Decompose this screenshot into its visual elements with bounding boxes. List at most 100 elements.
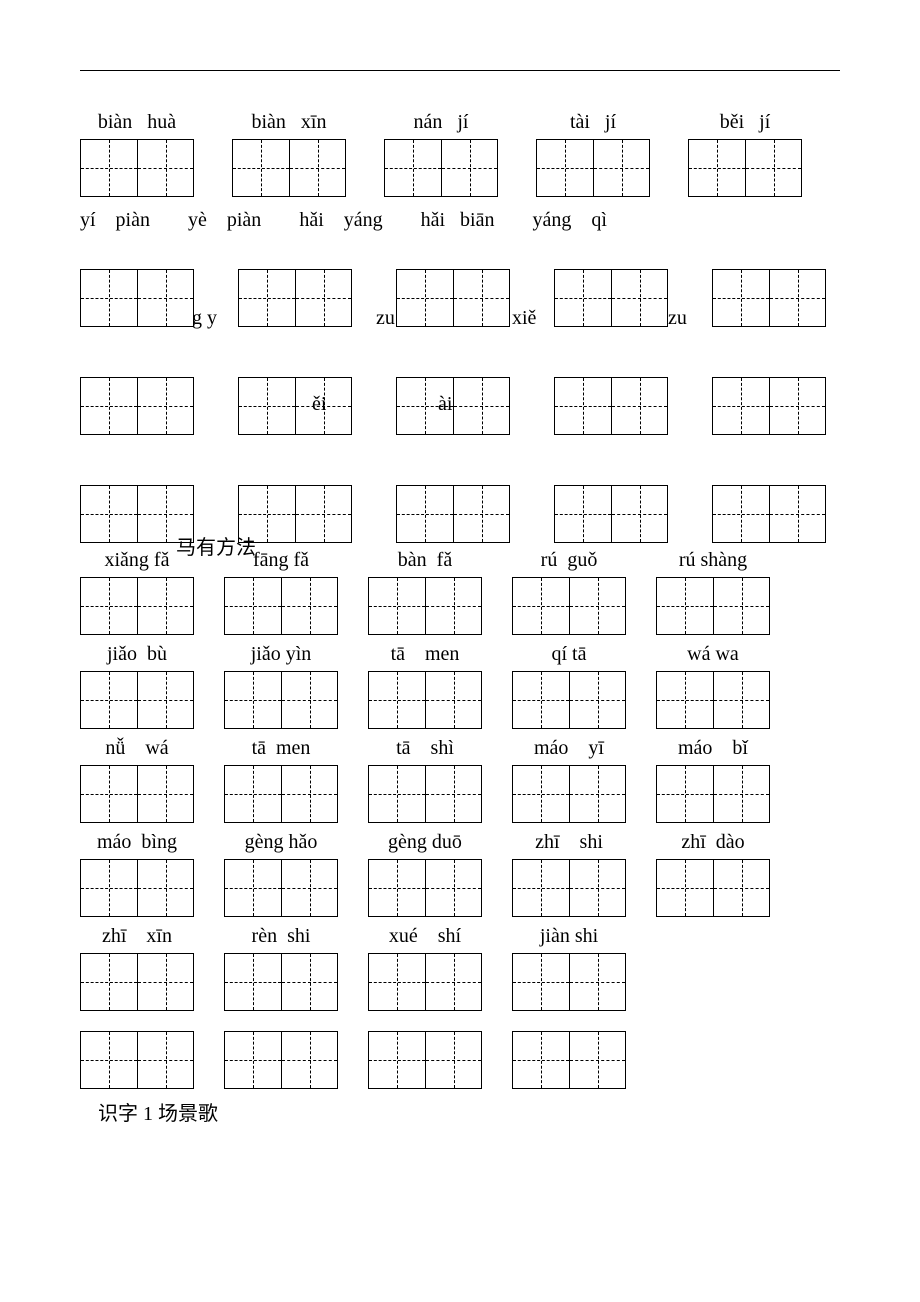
tian-box <box>238 377 352 435</box>
group: biàn huà <box>80 111 194 197</box>
tian-box <box>368 953 482 1011</box>
tian-box <box>656 577 770 635</box>
tian-box <box>554 377 668 435</box>
group: nán jí <box>384 111 498 197</box>
row-3: g y zu xiě zu <box>80 269 840 327</box>
pinyin: jiǎo yìn <box>251 643 312 667</box>
tian-box <box>368 765 482 823</box>
tian-box <box>512 671 626 729</box>
pinyin: zhī xīn <box>102 925 172 949</box>
tian-box <box>536 139 650 197</box>
pinyin: tài jí <box>570 111 616 135</box>
section-row: máo bìng gèng hǎo gèng duō zhī shi zhī d… <box>80 831 840 917</box>
tian-box <box>224 577 338 635</box>
pinyin: běi jí <box>720 111 771 135</box>
tian-box <box>396 269 510 327</box>
pinyin: tā shì <box>396 737 454 761</box>
pinyin: xué shí <box>389 925 461 949</box>
pinyin: máo bìng <box>97 831 177 855</box>
pinyin: xiǎng fǎ <box>105 549 170 573</box>
tian-box <box>80 377 194 435</box>
tian-box <box>396 377 510 435</box>
pinyin: biàn xīn <box>252 111 327 135</box>
tian-box <box>656 859 770 917</box>
fragment-text: zu <box>376 307 395 330</box>
row-2-pinyin: yí piàn yè piàn hǎi yáng hǎi biān yáng q… <box>80 205 840 233</box>
pinyin: nán jí <box>414 111 469 135</box>
group: biàn xīn <box>232 111 346 197</box>
tian-box <box>712 377 826 435</box>
tian-box <box>80 139 194 197</box>
tian-box <box>368 577 482 635</box>
top-rule <box>80 70 840 71</box>
tian-box <box>712 485 826 543</box>
group: tài jí <box>536 111 650 197</box>
pinyin: hǎi yáng <box>299 209 382 233</box>
tian-box <box>238 269 352 327</box>
tian-box <box>224 671 338 729</box>
tian-box <box>80 765 194 823</box>
tian-box <box>368 859 482 917</box>
fragment-text: zu <box>668 307 687 330</box>
tian-box <box>512 1031 626 1089</box>
tian-box <box>368 1031 482 1089</box>
tian-box <box>224 765 338 823</box>
section-row: zhī xīn rèn shi xué shí jiàn shi <box>80 925 840 1011</box>
pinyin: nǚ wá <box>105 737 168 761</box>
tian-box <box>80 577 194 635</box>
pinyin: biàn huà <box>98 111 176 135</box>
section-block: xiǎng fǎ fāng fǎ bàn fǎ rú guǒ rú shàng … <box>80 549 840 1089</box>
pinyin: qí tā <box>552 643 587 667</box>
tian-box <box>80 859 194 917</box>
pinyin: gèng hǎo <box>245 831 318 855</box>
tian-box <box>512 859 626 917</box>
pinyin: yí piàn <box>80 209 150 233</box>
tian-box <box>80 269 194 327</box>
fragment-text: ěi <box>312 393 326 416</box>
pinyin: zhī shi <box>535 831 603 855</box>
tian-box <box>80 671 194 729</box>
fragment-text: g y <box>192 307 217 330</box>
tian-box <box>224 859 338 917</box>
tian-box <box>80 953 194 1011</box>
pinyin: fāng fǎ <box>253 549 309 573</box>
tian-box <box>384 139 498 197</box>
row-4: ěi ài <box>80 377 840 435</box>
pinyin: yáng qì <box>533 209 607 233</box>
pinyin: hǎi biān <box>421 209 495 233</box>
pinyin: wá wa <box>687 643 739 667</box>
pinyin: gèng duō <box>388 831 462 855</box>
pinyin: zhī dào <box>681 831 744 855</box>
pinyin: máo bǐ <box>678 737 748 761</box>
tian-box <box>224 1031 338 1089</box>
fragment-text: xiě <box>512 307 536 330</box>
section-row: jiǎo bù jiǎo yìn tā men qí tā wá wa <box>80 643 840 729</box>
row-5: 马有方法 <box>80 485 840 543</box>
pinyin: rú shàng <box>679 549 747 573</box>
tian-box <box>224 953 338 1011</box>
section-row: nǚ wá tā men tā shì máo yī máo bǐ <box>80 737 840 823</box>
tian-box <box>368 671 482 729</box>
tian-box <box>656 671 770 729</box>
tian-box <box>512 953 626 1011</box>
group: běi jí <box>688 111 802 197</box>
tian-box <box>512 577 626 635</box>
section-row: xiǎng fǎ fāng fǎ bàn fǎ rú guǒ rú shàng <box>80 549 840 635</box>
tian-box <box>656 765 770 823</box>
section-row-final <box>80 1031 840 1089</box>
tian-box <box>512 765 626 823</box>
pinyin: rèn shi <box>252 925 311 949</box>
tian-box <box>554 485 668 543</box>
pinyin: máo yī <box>534 737 604 761</box>
pinyin: bàn fǎ <box>398 549 452 573</box>
footer-title: 识字 1 场景歌 <box>98 1097 840 1126</box>
tian-box <box>80 1031 194 1089</box>
tian-box <box>712 269 826 327</box>
pinyin: jiǎo bù <box>107 643 167 667</box>
row-1: biàn huà biàn xīn nán jí tài jí běi jí <box>80 111 840 197</box>
tian-box <box>232 139 346 197</box>
pinyin: yè piàn <box>188 209 261 233</box>
chinese-fragment: 马有方法 <box>176 531 256 560</box>
tian-box <box>688 139 802 197</box>
pinyin: jiàn shi <box>540 925 598 949</box>
